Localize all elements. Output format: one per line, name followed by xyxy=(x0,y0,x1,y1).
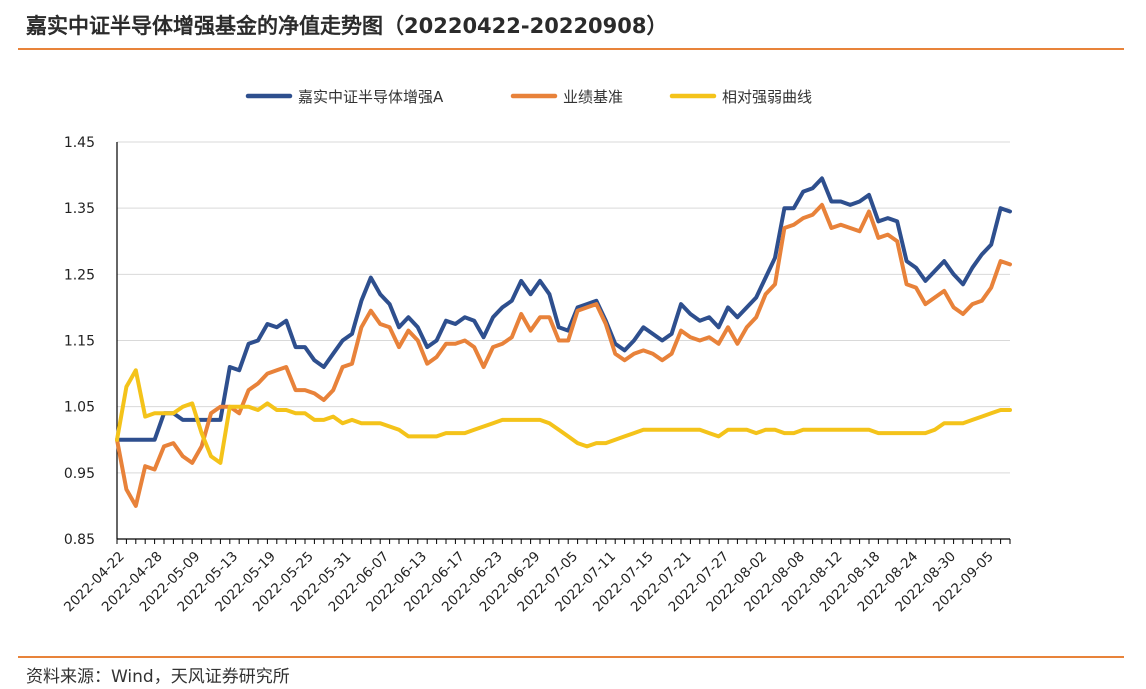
y-tick-label: 1.05 xyxy=(64,400,95,416)
legend-label: 相对强弱曲线 xyxy=(722,88,812,106)
series-line-1 xyxy=(115,176,1012,442)
top-divider xyxy=(18,48,1124,50)
source-note: 资料来源：Wind，天风证券研究所 xyxy=(26,667,290,687)
legend-label: 业绩基准 xyxy=(563,88,623,106)
bottom-divider xyxy=(18,656,1124,658)
chart-series xyxy=(115,176,1012,508)
y-tick-label: 0.85 xyxy=(64,532,95,548)
series-line-2 xyxy=(115,202,1012,508)
line-chart: 嘉实中证半导体增强A 业绩基准 相对强弱曲线 1.45 1.35 1.25 1.15 1.0… xyxy=(61,88,1012,615)
y-axis-ticks: 1.45 1.35 1.25 1.15 1.05 0.95 0.85 xyxy=(64,135,95,548)
y-tick-label: 1.35 xyxy=(64,201,95,217)
legend-label: 嘉实中证半导体增强A xyxy=(298,88,444,106)
y-tick-label: 1.15 xyxy=(64,334,95,350)
y-tick-label: 1.25 xyxy=(64,267,95,283)
page-title: 嘉实中证半导体增强基金的净值走势图（20220422-20220908） xyxy=(26,14,668,38)
chart-legend: 嘉实中证半导体增强A 业绩基准 相对强弱曲线 xyxy=(245,88,812,106)
y-tick-label: 1.45 xyxy=(64,135,95,151)
series-line-3 xyxy=(115,368,1012,465)
y-tick-label: 0.95 xyxy=(64,466,95,482)
